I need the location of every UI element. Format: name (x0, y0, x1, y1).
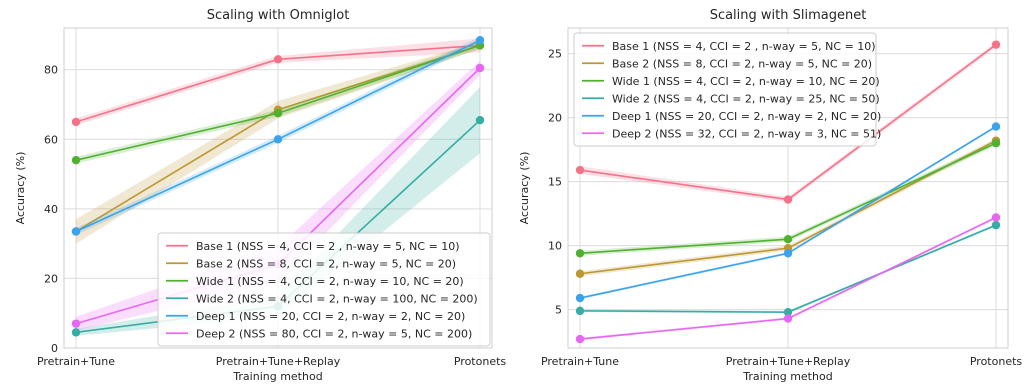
data-point (991, 122, 1001, 131)
legend: Base 1 (NSS = 4, CCI = 2 , n-way = 5, NC… (157, 232, 491, 347)
data-point (273, 55, 283, 64)
legend-entry: Wide 2 (NSS = 4, CCI = 2, n-way = 25, NC… (612, 92, 880, 105)
legend-box (573, 32, 877, 147)
y-tick-label: 60 (44, 133, 58, 146)
chart-2: 5 10 15 20 25 Pretrain+Tune Pretrain+Tune+Repl… (518, 8, 1022, 383)
legend-entry: Deep 1 (NSS = 20, CCI = 2, n-way = 2, NC… (196, 310, 465, 323)
x-tick-label: Protonets (454, 355, 507, 368)
y-tick-label: 0 (51, 342, 58, 355)
data-point (475, 63, 485, 73)
legend-entry: Wide 2 (NSS = 4, CCI = 2, n-way = 100, N… (196, 292, 478, 305)
data-point (273, 135, 283, 144)
data-point (991, 40, 1001, 49)
data-point (71, 155, 81, 165)
legend-entry: Wide 1 (NSS = 4, CCI = 2, n-way = 10, NC… (612, 75, 880, 88)
data-point (71, 328, 81, 337)
chart-title: Scaling with Omniglot (207, 8, 350, 23)
x-axis-label: Training method (742, 370, 832, 383)
confidence-band (76, 41, 480, 164)
data-point (991, 220, 1001, 230)
legend-entry: Deep 1 (NSS = 20, CCI = 2, n-way = 2, NC… (612, 110, 881, 123)
legend-entry: Base 1 (NSS = 4, CCI = 2 , n-way = 5, NC… (196, 240, 460, 253)
data-point (71, 319, 81, 328)
series-4 (575, 220, 1001, 317)
data-point (783, 314, 793, 323)
legend-entry: Wide 1 (NSS = 4, CCI = 2, n-way = 10, NC… (196, 275, 464, 288)
series-5 (575, 122, 1001, 303)
data-point (783, 249, 793, 258)
legend-box (157, 232, 491, 347)
data-point (783, 195, 793, 204)
x-tick-label: Pretrain+Tune+Replay (216, 355, 341, 368)
series-1 (575, 40, 1001, 204)
y-tick-label: 80 (44, 64, 58, 77)
legend: Base 1 (NSS = 4, CCI = 2 , n-way = 5, NC… (573, 32, 881, 147)
data-point (575, 249, 585, 258)
data-point (71, 117, 81, 127)
series-6 (575, 213, 1001, 344)
confidence-band (76, 41, 480, 244)
y-tick-label: 20 (44, 272, 58, 285)
y-axis-label: Accuracy (%) (14, 152, 27, 225)
confidence-band (76, 87, 480, 336)
legend-entry: Base 1 (NSS = 4, CCI = 2 , n-way = 5, NC… (612, 40, 876, 53)
x-tick-label: Pretrain+Tune+Replay (726, 355, 851, 368)
data-point (575, 293, 585, 303)
x-tick-label: Protonets (970, 355, 1023, 368)
y-tick-label: 10 (548, 240, 562, 253)
plot-frame (63, 27, 493, 349)
data-point (575, 306, 585, 316)
data-point (71, 227, 81, 236)
legend-entry: Base 2 (NSS = 8, CCI = 2, n-way = 5, NC … (196, 257, 456, 270)
data-point (991, 139, 1001, 148)
data-point (273, 109, 283, 118)
data-point (991, 213, 1001, 222)
y-tick-label: 40 (44, 203, 58, 216)
legend-entry: Deep 2 (NSS = 80, CCI = 2, n-way = 5, NC… (196, 327, 472, 340)
plot-frame (567, 27, 1009, 349)
data-point (475, 115, 485, 125)
data-point (575, 165, 585, 175)
x-tick-label: Pretrain+Tune (37, 355, 115, 368)
y-tick-label: 25 (548, 48, 562, 61)
x-tick-label: Pretrain+Tune (541, 355, 619, 368)
y-tick-label: 20 (548, 112, 562, 125)
legend-entry: Deep 2 (NSS = 32, CCI = 2, n-way = 3, NC… (612, 127, 881, 140)
y-tick-label: 5 (555, 304, 562, 317)
chart-title: Scaling with Slimagenet (710, 8, 867, 23)
series-3 (575, 139, 1001, 258)
data-point (475, 35, 485, 45)
data-point (783, 235, 793, 244)
data-point (575, 334, 585, 344)
y-tick-label: 15 (548, 176, 562, 189)
data-point (783, 307, 793, 317)
legend-entry: Base 2 (NSS = 8, CCI = 2, n-way = 5, NC … (612, 57, 872, 70)
data-point (575, 269, 585, 278)
series-5 (71, 35, 485, 236)
chart-1: 0 20 40 60 80 Pretrain+Tune Pretrain+Tune+Repl… (14, 8, 506, 383)
y-axis-label: Accuracy (%) (518, 152, 531, 225)
x-axis-label: Training method (232, 370, 322, 383)
